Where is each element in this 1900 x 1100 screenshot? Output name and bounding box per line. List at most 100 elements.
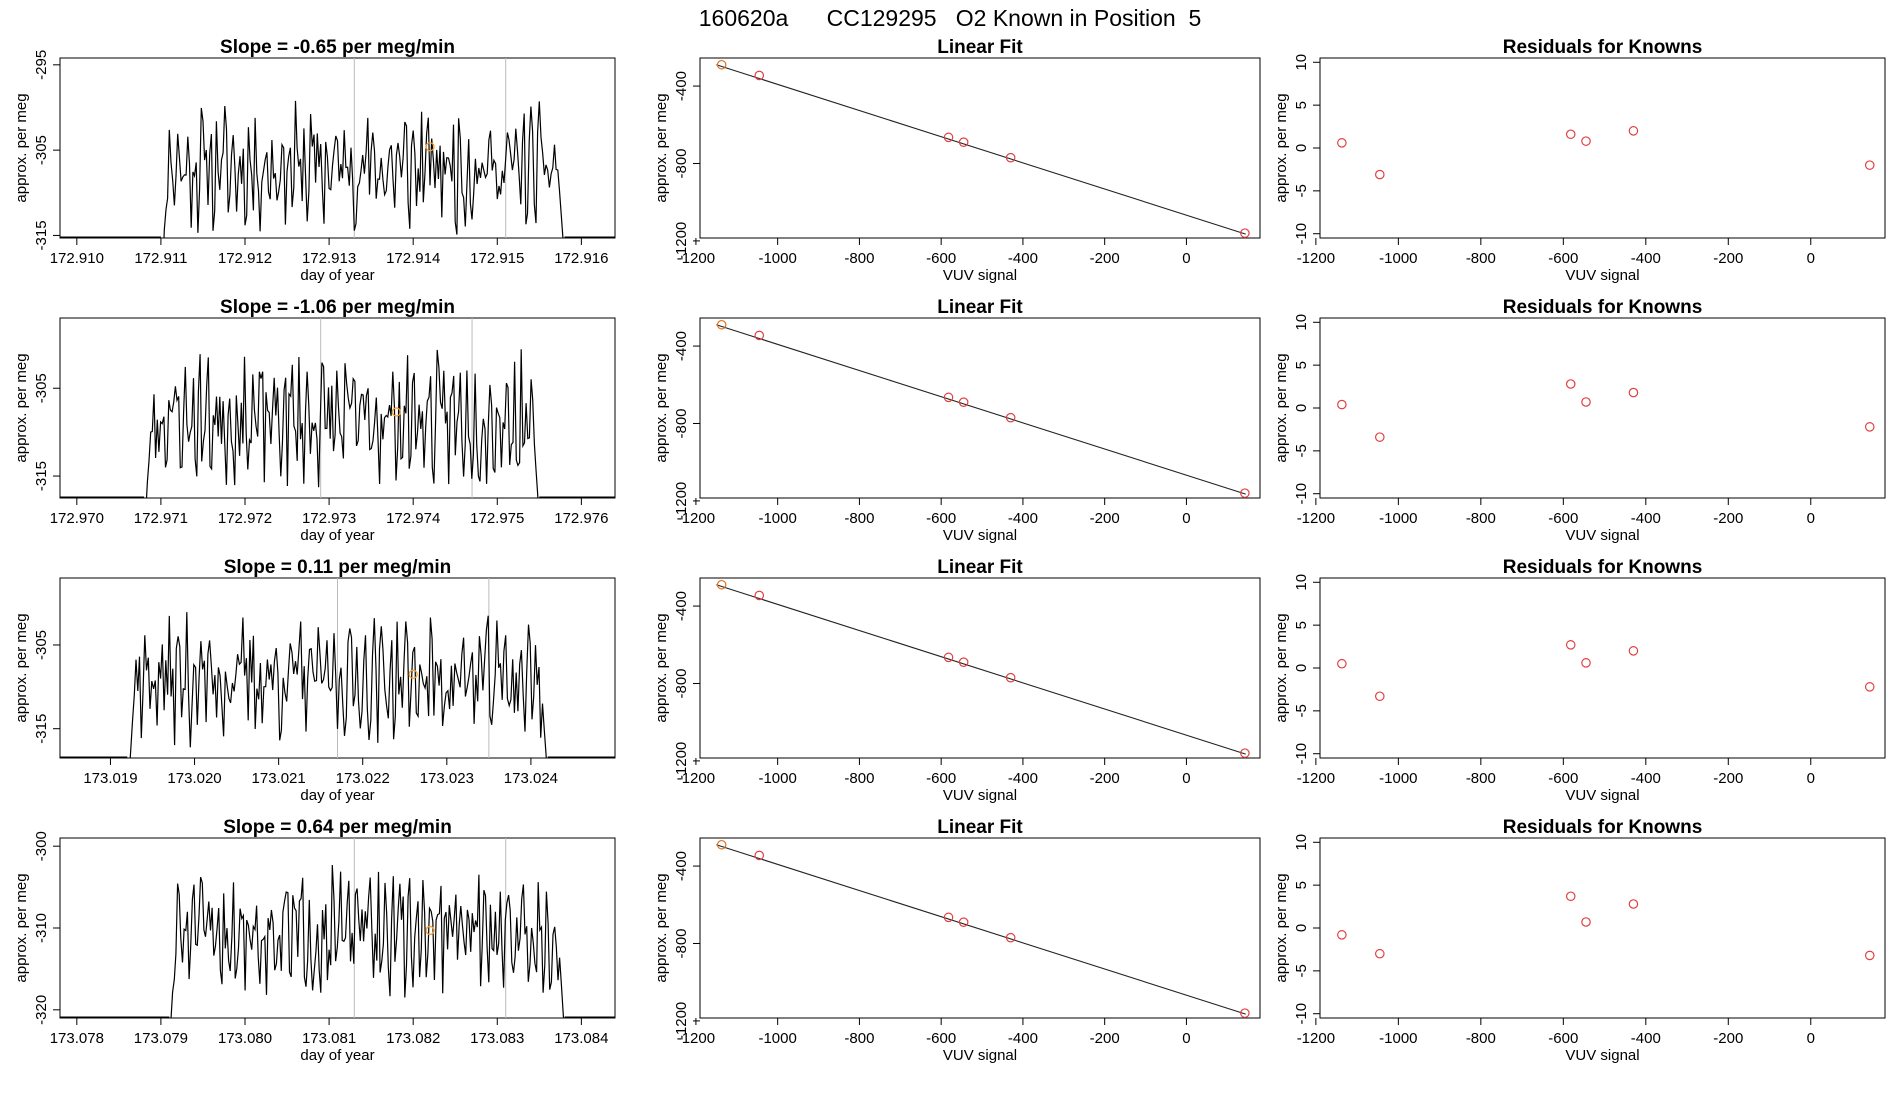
fit-point (754, 590, 765, 601)
x-tick-label: 0 (1807, 250, 1815, 267)
plot-area (60, 578, 615, 758)
y-tick-label: 0 (1293, 924, 1310, 932)
y-tick-label: -800 (673, 668, 690, 698)
x-tick-label: -800 (844, 1030, 874, 1047)
x-tick-label: -1000 (1379, 510, 1417, 527)
x-tick-label: 0 (1807, 510, 1815, 527)
x-tick-label: -1000 (758, 1030, 796, 1047)
x-axis-label: VUV signal (1565, 267, 1639, 284)
x-tick-label: -600 (926, 1030, 956, 1047)
x-tick-label: 172.975 (470, 510, 524, 527)
y-tick-label: -5 (1293, 964, 1310, 977)
residual-point (1628, 387, 1639, 398)
residual-point (1565, 129, 1576, 140)
x-tick-label: -1200 (677, 770, 715, 787)
panel-title: Slope = 0.64 per meg/min (223, 817, 452, 838)
x-tick-label: -400 (1631, 250, 1661, 267)
x-tick-label: -400 (1631, 770, 1661, 787)
plot-area (1337, 379, 1875, 442)
x-tick-label: 0 (1182, 510, 1190, 527)
fit-point (1240, 748, 1250, 758)
x-tick-label: 173.083 (470, 1030, 524, 1047)
plot-area (716, 59, 1250, 238)
y-tick-label: 5 (1293, 101, 1310, 109)
x-tick-label: -600 (1548, 510, 1578, 527)
y-tick-label: -800 (673, 928, 690, 958)
x-tick-label: 172.912 (218, 250, 272, 267)
plot-frame (699, 577, 1261, 759)
x-tick-label: -200 (1090, 250, 1120, 267)
plot-frame (699, 317, 1261, 499)
plot-frame (59, 57, 616, 239)
x-tick-label: -400 (1631, 510, 1661, 527)
residual-point (1628, 126, 1639, 136)
residual-point (1337, 930, 1347, 940)
y-axis-label: approx. per meg (13, 873, 30, 982)
panel-title: Linear Fit (937, 817, 1023, 838)
signal-trace (163, 100, 564, 238)
x-tick-label: -800 (844, 510, 874, 527)
fit-point (1005, 932, 1016, 943)
x-tick-label: -1000 (758, 510, 796, 527)
y-axis-label: approx. per meg (1273, 93, 1290, 202)
y-tick-label: 10 (1293, 314, 1310, 331)
x-tick-label: -1200 (1297, 1030, 1335, 1047)
x-tick-label: -200 (1090, 770, 1120, 787)
x-tick-label: 172.910 (50, 250, 104, 267)
x-tick-label: -800 (844, 770, 874, 787)
y-tick-label: -320 (33, 995, 50, 1025)
y-tick-label: -800 (673, 408, 690, 438)
residual-point (1628, 899, 1639, 909)
x-tick-label: -1000 (758, 250, 796, 267)
x-tick-label: 172.914 (386, 250, 440, 267)
x-tick-label: -800 (1466, 510, 1496, 527)
y-tick-label: 5 (1293, 881, 1310, 889)
y-tick-label: 10 (1293, 834, 1310, 851)
mean-point (425, 142, 435, 152)
fit-point (754, 70, 765, 81)
x-tick-label: 173.082 (386, 1030, 440, 1047)
panel-title: Residuals for Knowns (1503, 817, 1703, 838)
panel-title: Residuals for Knowns (1503, 37, 1703, 58)
y-axis-label: approx. per meg (653, 93, 670, 202)
x-tick-label: 172.971 (134, 510, 188, 527)
residual-point (1864, 682, 1875, 692)
x-tick-label: -1200 (677, 510, 715, 527)
y-tick-label: -305 (33, 373, 50, 403)
x-tick-label: 173.024 (504, 770, 558, 787)
fit-point (716, 839, 727, 850)
residual-point (1581, 136, 1591, 146)
fit-point (1240, 1008, 1250, 1018)
fit-line (716, 584, 1246, 755)
x-tick-label: -600 (1548, 250, 1578, 267)
panel-title: Slope = -0.65 per meg/min (220, 37, 455, 58)
plot-area (716, 839, 1250, 1018)
residual-point (1565, 379, 1576, 389)
x-tick-label: -1200 (677, 1030, 715, 1047)
plot-area (1337, 126, 1875, 180)
y-tick-label: -10 (1293, 743, 1310, 765)
y-tick-label: -400 (673, 851, 690, 881)
residual-point (1628, 646, 1639, 656)
panel-4-2: Linear Fit -1200 -1000 -800 -600 -400 -200 0 -40… (653, 817, 1261, 1064)
x-tick-label: -400 (1008, 1030, 1038, 1047)
y-axis-label: approx. per meg (653, 613, 670, 722)
y-tick-label: -400 (673, 591, 690, 621)
x-tick-label: -400 (1008, 770, 1038, 787)
y-tick-label: -5 (1293, 704, 1310, 717)
y-tick-label: -5 (1293, 444, 1310, 457)
y-tick-label: -10 (1293, 1003, 1310, 1025)
plot-area (60, 58, 615, 238)
x-tick-label: -1000 (1379, 770, 1417, 787)
signal-trace (129, 612, 547, 758)
panel-title: Residuals for Knowns (1503, 297, 1703, 318)
x-tick-label: -1200 (677, 250, 715, 267)
panel-title: Linear Fit (937, 297, 1023, 318)
x-axis-label: VUV signal (1565, 787, 1639, 804)
residual-point (1337, 399, 1347, 410)
y-tick-label: -310 (33, 913, 50, 943)
panel-3-3: Residuals for Knowns-1200 -1000 -800 -600 -4… (1273, 557, 1886, 804)
y-tick-label: -800 (673, 148, 690, 178)
x-tick-label: -1000 (758, 770, 796, 787)
fit-point (1240, 228, 1250, 238)
